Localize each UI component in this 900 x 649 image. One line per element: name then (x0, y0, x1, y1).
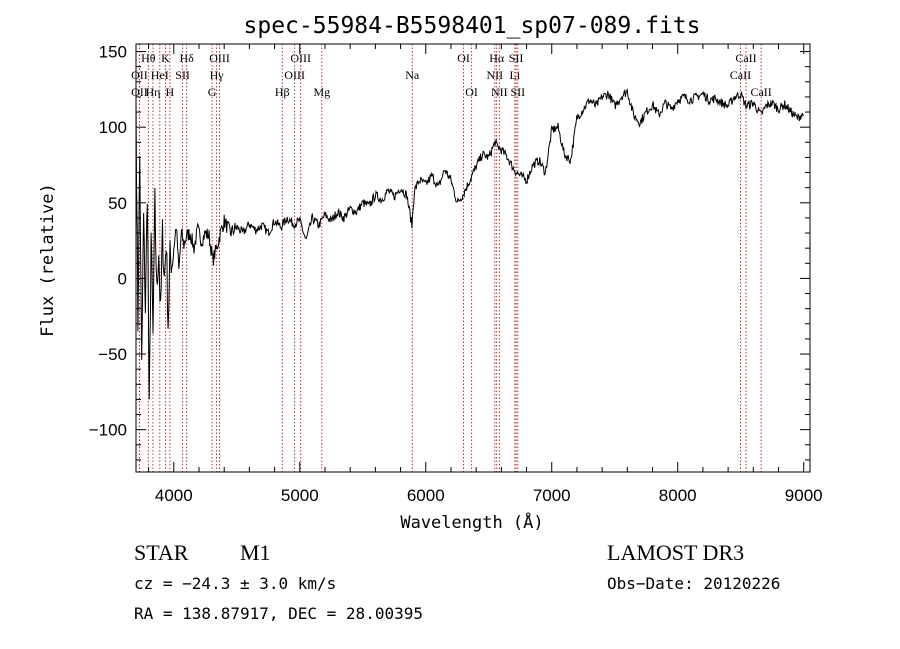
y-tick-label: −100 (89, 421, 127, 440)
line-label-oiii: OIII (284, 68, 305, 82)
x-tick-label: 5000 (281, 486, 319, 505)
line-label-hη: Hη (146, 85, 161, 99)
x-tick-label: 4000 (155, 486, 193, 505)
flux-series-line (135, 88, 804, 400)
y-axis-label: Flux (relative) (38, 183, 58, 337)
line-label-hδ: Hδ (179, 51, 194, 65)
x-axis-label: Wavelength (Å) (400, 511, 543, 533)
object-subclass: M1 (240, 540, 271, 565)
line-label-caii: CaII (750, 85, 771, 99)
line-label-mg: Mg (313, 85, 330, 99)
y-tick-label: 150 (99, 43, 127, 62)
line-label-sii: SII (509, 51, 524, 65)
spectral-line-markers (138, 44, 762, 472)
line-label-caii: CaII (735, 51, 756, 65)
line-label-oi: OI (457, 51, 470, 65)
line-label-hγ: Hγ (210, 68, 225, 82)
line-label-sii: SII (511, 85, 526, 99)
x-tick-label: 9000 (785, 486, 823, 505)
line-label-oii: OII (131, 68, 148, 82)
line-label-nii: NII (486, 68, 503, 82)
line-label-hθ: Hθ (141, 51, 156, 65)
x-axis-ticks: 4000 5000 6000 7000 8000 9000 (148, 44, 823, 505)
observation-date: Obs−Date: 20120226 (607, 574, 780, 593)
redshift-velocity: cz = −24.3 ± 3.0 km/s (134, 574, 336, 593)
chart-title: spec-55984-B5598401_sp07-089.fits (244, 13, 701, 39)
y-tick-label: 50 (108, 194, 127, 213)
x-tick-label: 7000 (533, 486, 571, 505)
y-tick-label: 0 (118, 269, 127, 288)
object-class: STAR (134, 540, 189, 565)
y-axis-ticks: −100 −50 0 50 100 150 (89, 43, 810, 461)
line-label-oiii: OIII (209, 51, 230, 65)
line-label-hα: Hα (489, 51, 505, 65)
line-label-caii: CaII (730, 68, 751, 82)
line-label-na: Na (405, 68, 420, 82)
line-label-oi: OI (465, 85, 478, 99)
y-tick-label: −50 (98, 345, 127, 364)
y-tick-label: 100 (99, 118, 127, 137)
line-label-nii: NII (491, 85, 508, 99)
sky-coordinates: RA = 138.87917, DEC = 28.00395 (134, 604, 423, 623)
line-label-oii: OII (131, 85, 148, 99)
x-tick-label: 6000 (407, 486, 445, 505)
line-label-oiii: OIII (290, 51, 311, 65)
x-tick-label: 8000 (659, 486, 697, 505)
line-label-k: K (161, 51, 170, 65)
plot-frame (135, 43, 811, 473)
line-label-hβ: Hβ (275, 85, 290, 99)
line-label-sii: SII (175, 68, 190, 82)
line-label-li: Li (509, 68, 520, 82)
survey-name: LAMOST DR3 (607, 540, 744, 565)
line-label-h: H (166, 85, 175, 99)
line-label-hei: HeI (151, 68, 169, 82)
line-label-g: G (208, 85, 217, 99)
